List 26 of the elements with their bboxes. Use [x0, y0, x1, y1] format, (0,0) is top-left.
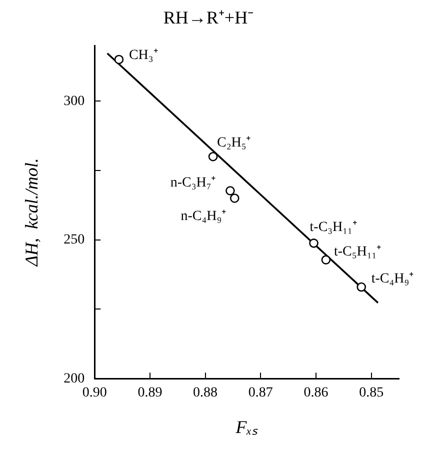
point: [230, 194, 240, 203]
x-tick-label: 0.88: [193, 386, 218, 401]
point: [226, 186, 235, 196]
point: [114, 54, 124, 64]
annotation: n-C₃H₇⁺: [170, 175, 216, 190]
point: [208, 152, 218, 162]
annotation: t-C₄H₉⁺: [371, 272, 414, 287]
y-axis-title: ΔH, kcal./mol.: [22, 158, 42, 268]
point: [321, 255, 331, 264]
x-tick-label: 0.90: [82, 386, 107, 401]
x-tick-label: 0.85: [359, 386, 384, 401]
x-tick-label: 0.86: [304, 386, 328, 401]
x-axis-title: Fₓₛ: [234, 416, 258, 437]
annotation: t-C₅H₁₁⁺: [334, 244, 382, 260]
annotation: C₂H₅⁺: [217, 135, 252, 150]
annotation: CH₃⁺: [128, 48, 158, 64]
y-tick-label: 250: [64, 232, 85, 248]
x-tick-label: 0.87: [248, 386, 273, 401]
point: [356, 282, 366, 292]
x-tick-label: 0.89: [138, 386, 162, 401]
annotation: t-C₃H₁₁⁺: [310, 220, 358, 235]
y-tick-label: 200: [64, 371, 85, 386]
point: [309, 238, 318, 248]
chart-title: RH→R⁺+H⁻: [163, 8, 254, 28]
annotation: n-C₄H₉⁺: [180, 208, 227, 224]
y-tick-label: 300: [64, 94, 85, 109]
